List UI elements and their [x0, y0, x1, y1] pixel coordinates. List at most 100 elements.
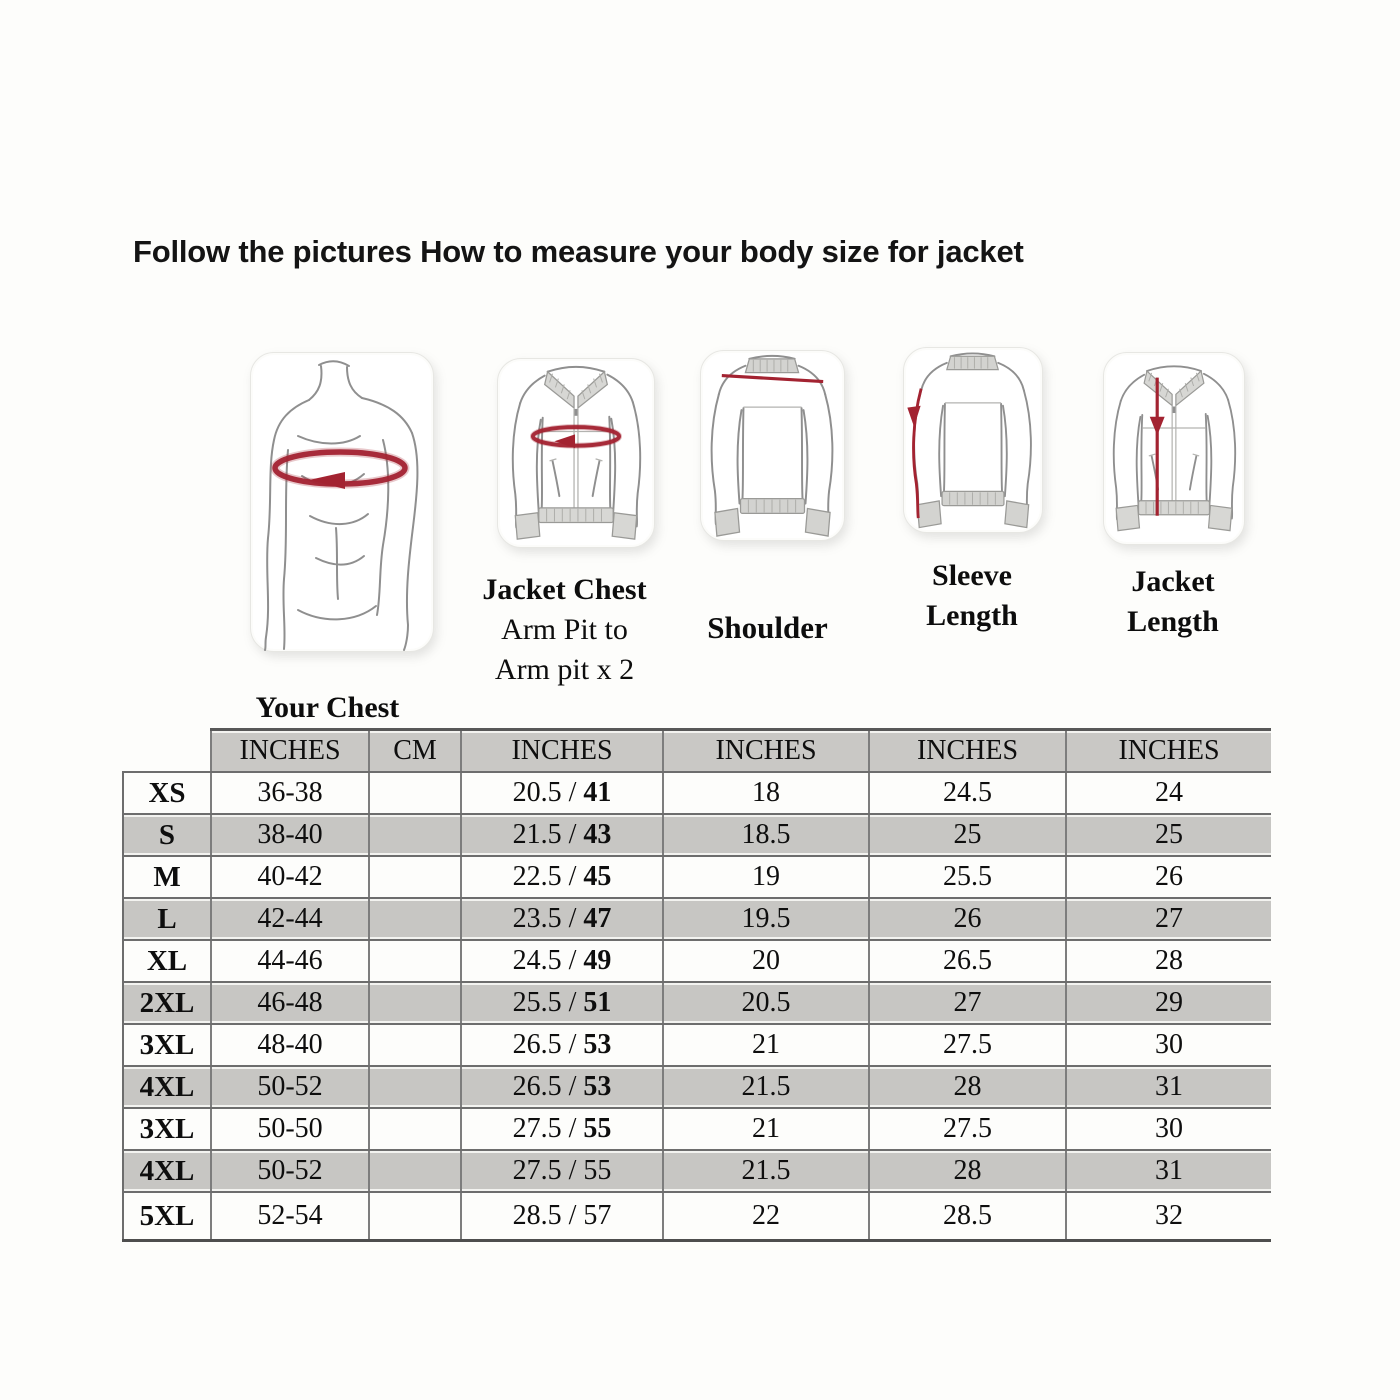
chest-measure-figure [250, 352, 434, 652]
cm-cell [368, 813, 462, 857]
size-cell: 5XL [122, 1191, 212, 1242]
size-cell: S [122, 813, 212, 857]
shoulder-cell: 18.5 [662, 813, 870, 857]
jacket-chest-cell: 27.5 / 55 [460, 1107, 664, 1151]
shoulder-cell: 21 [662, 1107, 870, 1151]
shoulder-cell: 21 [662, 1023, 870, 1067]
cm-cell [368, 897, 462, 941]
chest-cell: 48-40 [210, 1023, 370, 1067]
jacket-chest-cell: 24.5 / 49 [460, 939, 664, 983]
table-row-xl: XL 44-46 24.5 / 49 20 26.5 28 [122, 939, 1271, 983]
length-cell: 31 [1065, 1149, 1271, 1193]
length-cell: 24 [1065, 771, 1271, 815]
size-cell: L [122, 897, 212, 941]
shoulder-caption: Shoulder [707, 610, 828, 645]
measure-arrow-icon [309, 472, 345, 489]
table-row-s: S 38-40 21.5 / 43 18.5 25 25 [122, 813, 1271, 857]
length-cell: 26 [1065, 855, 1271, 899]
chest-cell: 52-54 [210, 1191, 370, 1242]
table-row-4xl-b: 4XL 50-52 27.5 / 55 21.5 28 31 [122, 1149, 1271, 1193]
length-cell: 30 [1065, 1023, 1271, 1067]
measure-arrow-icon [1149, 416, 1165, 436]
size-cell: M [122, 855, 212, 899]
shoulder-cell: 20.5 [662, 981, 870, 1025]
jacket-chest-cell: 23.5 / 47 [460, 897, 664, 941]
size-cell: 4XL [122, 1149, 212, 1193]
sleeve-length-caption: Sleeve Length [893, 556, 1051, 636]
cm-cell [368, 939, 462, 983]
table-row-4xl: 4XL 50-52 26.5 / 53 21.5 28 31 [122, 1065, 1271, 1109]
sleeve-cell: 26.5 [868, 939, 1067, 983]
shoulder-measure-line [721, 374, 824, 384]
length-cell: 28 [1065, 939, 1271, 983]
table-row-2xl: 2XL 46-48 25.5 / 51 20.5 27 29 [122, 981, 1271, 1025]
table-row-3xl-b: 3XL 50-50 27.5 / 55 21 27.5 30 [122, 1107, 1271, 1151]
size-cell: 3XL [122, 1023, 212, 1067]
cm-cell [368, 1023, 462, 1067]
length-cell: 32 [1065, 1191, 1271, 1242]
torso-illustration [264, 360, 419, 651]
size-cell: XS [122, 771, 212, 815]
jacket-chest-cell: 26.5 / 53 [460, 1023, 664, 1067]
sleeve-cell: 28 [868, 1065, 1067, 1109]
sleeve-cell: 25 [868, 813, 1067, 857]
jacket-front-illustration [511, 365, 642, 540]
chest-cell: 44-46 [210, 939, 370, 983]
jacket-length-figure [1103, 352, 1245, 545]
jacket-chest-cell: 21.5 / 43 [460, 813, 664, 857]
shoulder-cell: 19 [662, 855, 870, 899]
chest-cell: 42-44 [210, 897, 370, 941]
length-cell: 31 [1065, 1065, 1271, 1109]
jacket-chest-cell: 27.5 / 55 [460, 1149, 664, 1193]
header-chest-inches: INCHES [210, 728, 370, 773]
header-length-inches: INCHES [1065, 728, 1271, 773]
size-cell: 2XL [122, 981, 212, 1025]
sleeve-caption-line2: Length [926, 599, 1018, 632]
header-cm: CM [368, 728, 462, 773]
cm-cell [368, 981, 462, 1025]
sleeve-cell: 26 [868, 897, 1067, 941]
cm-cell [368, 1149, 462, 1193]
cm-cell [368, 855, 462, 899]
sleeve-cell: 25.5 [868, 855, 1067, 899]
sleeve-cell: 24.5 [868, 771, 1067, 815]
measure-arrow-icon [907, 405, 921, 427]
size-cell: 4XL [122, 1065, 212, 1109]
length-cell: 29 [1065, 981, 1271, 1025]
jacket-chest-caption-line2: Arm Pit to [501, 613, 628, 646]
chest-cell: 46-48 [210, 981, 370, 1025]
shoulder-cell: 21.5 [662, 1065, 870, 1109]
shoulder-cell: 19.5 [662, 897, 870, 941]
cm-cell [368, 1191, 462, 1242]
jacket-back-illustration [710, 354, 834, 537]
chest-cell: 50-50 [210, 1107, 370, 1151]
table-row-xs: XS 36-38 20.5 / 41 18 24.5 24 [122, 771, 1271, 815]
jacket-back-illustration [907, 352, 1032, 529]
jacket-length-caption-line1: Jacket [1131, 565, 1215, 598]
jacket-chest-cell: 22.5 / 45 [460, 855, 664, 899]
jacket-chest-cell: 28.5 / 57 [460, 1191, 664, 1242]
page-title: Follow the pictures How to measure your … [133, 234, 1024, 269]
header-shoulder-inches: INCHES [662, 728, 870, 773]
jacket-chest-caption-line3: Arm pit x 2 [494, 653, 635, 686]
sleeve-caption-line1: Sleeve [932, 559, 1012, 592]
table-header-row: INCHES CM INCHES INCHES INCHES INCHES [123, 728, 1271, 773]
header-sleeve-inches: INCHES [868, 728, 1067, 773]
sleeve-cell: 28 [868, 1149, 1067, 1193]
sleeve-cell: 27 [868, 981, 1067, 1025]
chest-cell: 40-42 [210, 855, 370, 899]
size-chart-table: INCHES CM INCHES INCHES INCHES INCHES XS… [122, 728, 1271, 1242]
jacket-length-caption-line2: Length [1127, 605, 1219, 638]
measure-arrow-icon [554, 434, 576, 449]
jacket-chest-cell: 25.5 / 51 [460, 981, 664, 1025]
shoulder-cell: 22 [662, 1191, 870, 1242]
jacket-chest-cell: 26.5 / 53 [460, 1065, 664, 1109]
size-cell: 3XL [122, 1107, 212, 1151]
chest-cell: 38-40 [210, 813, 370, 857]
shoulder-cell: 21.5 [662, 1149, 870, 1193]
length-cell: 30 [1065, 1107, 1271, 1151]
size-cell: XL [122, 939, 212, 983]
table-row-5xl: 5XL 52-54 28.5 / 57 22 28.5 32 [122, 1191, 1271, 1242]
shoulder-figure [700, 350, 845, 541]
chest-cell: 36-38 [210, 771, 370, 815]
